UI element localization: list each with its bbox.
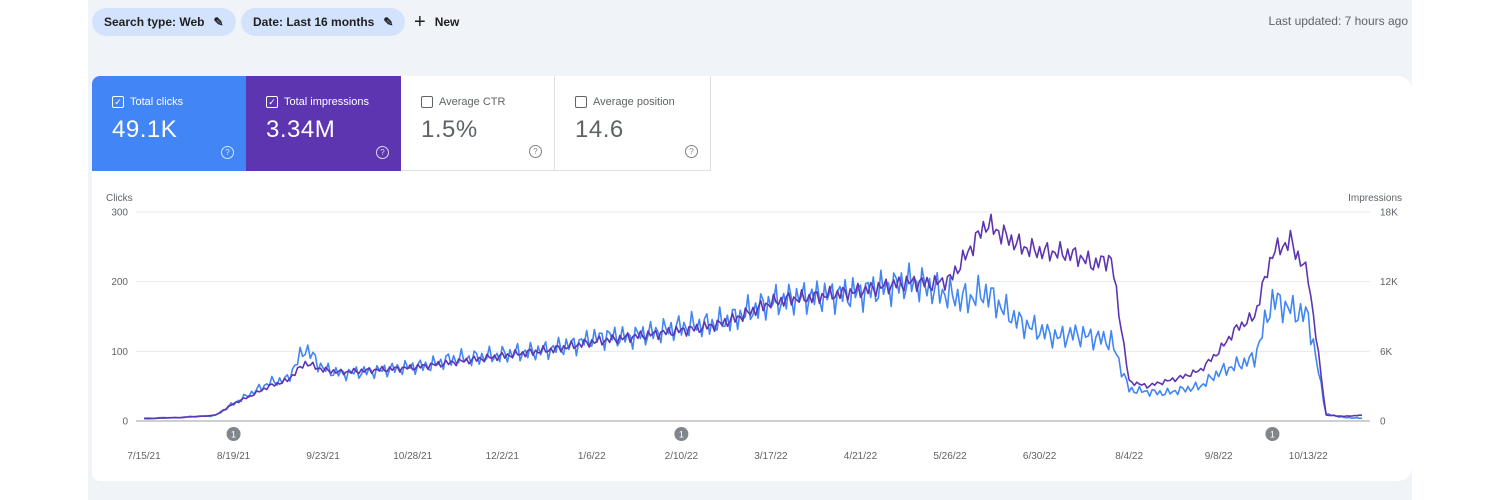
x-tick-label: 8/4/22	[1115, 451, 1143, 462]
x-tick-label: 12/2/21	[486, 451, 520, 462]
metric-value: 3.34M	[266, 116, 336, 143]
checkbox-unchecked-icon[interactable]	[421, 96, 433, 108]
checkbox-checked-icon[interactable]: ✓	[266, 96, 278, 108]
new-filter-label: New	[434, 15, 460, 29]
x-tick-label: 10/13/22	[1289, 451, 1328, 462]
new-filter-button[interactable]: + New	[414, 8, 459, 36]
help-icon[interactable]: ?	[529, 145, 542, 158]
metric-total-impressions[interactable]: ✓ Total impressions 3.34M ?	[246, 76, 401, 171]
edit-pencil-icon: ✎	[383, 15, 394, 29]
right-axis-title: Impressions	[1348, 193, 1402, 204]
annotation-label: 1	[679, 430, 684, 440]
left-tick-label: 100	[111, 347, 128, 358]
x-tick-label: 10/28/21	[393, 451, 432, 462]
help-icon[interactable]: ?	[685, 145, 698, 158]
series-line-clicks[interactable]	[143, 262, 1363, 420]
x-tick-label: 4/21/22	[844, 451, 878, 462]
metric-average-ctr[interactable]: Average CTR 1.5% ?	[401, 76, 555, 171]
metric-label: Total clicks	[130, 96, 184, 108]
left-tick-label: 300	[111, 208, 128, 219]
annotation-marker[interactable]	[1265, 427, 1280, 441]
left-tick-label: 200	[111, 277, 128, 288]
metric-value: 49.1K	[112, 116, 178, 143]
left-tick-label: 0	[122, 417, 128, 428]
x-tick-label: 3/17/22	[754, 451, 788, 462]
plus-icon: +	[414, 11, 426, 33]
annotation-label: 1	[1270, 430, 1275, 440]
right-tick-label: 12K	[1380, 277, 1398, 288]
x-tick-label: 8/19/21	[217, 451, 251, 462]
help-icon[interactable]: ?	[221, 146, 234, 159]
metric-label: Total impressions	[284, 96, 369, 108]
search-type-filter-chip[interactable]: Search type: Web ✎	[92, 8, 236, 36]
checkbox-unchecked-icon[interactable]	[575, 96, 587, 108]
annotation-marker[interactable]	[226, 427, 241, 441]
metric-value: 14.6	[575, 116, 624, 143]
metric-label: Average position	[593, 96, 675, 108]
edit-pencil-icon: ✎	[213, 15, 224, 29]
x-tick-label: 5/26/22	[933, 451, 967, 462]
help-icon[interactable]: ?	[376, 146, 389, 159]
date-filter-chip[interactable]: Date: Last 16 months ✎	[241, 8, 406, 36]
x-tick-label: 6/30/22	[1023, 451, 1057, 462]
right-tick-label: 6K	[1380, 347, 1393, 358]
right-tick-label: 18K	[1380, 208, 1398, 219]
annotation-label: 1	[231, 430, 236, 440]
x-tick-label: 9/23/21	[306, 451, 340, 462]
x-tick-label: 1/6/22	[578, 451, 606, 462]
search-type-filter-label: Search type: Web	[104, 15, 205, 29]
annotation-marker[interactable]	[674, 427, 689, 441]
x-tick-label: 9/8/22	[1205, 451, 1233, 462]
checkbox-checked-icon[interactable]: ✓	[112, 96, 124, 108]
right-tick-label: 0	[1380, 417, 1386, 428]
date-filter-label: Date: Last 16 months	[253, 15, 375, 29]
last-updated-text: Last updated: 7 hours ago	[1268, 14, 1408, 28]
left-axis-title: Clicks	[106, 193, 133, 204]
x-tick-label: 2/10/22	[665, 451, 699, 462]
metric-average-position[interactable]: Average position 14.6 ?	[555, 76, 711, 171]
metric-value: 1.5%	[421, 116, 478, 143]
metric-label: Average CTR	[439, 96, 506, 108]
metric-total-clicks[interactable]: ✓ Total clicks 49.1K ?	[92, 76, 246, 171]
series-line-impressions[interactable]	[143, 213, 1362, 420]
x-tick-label: 7/15/21	[127, 451, 161, 462]
